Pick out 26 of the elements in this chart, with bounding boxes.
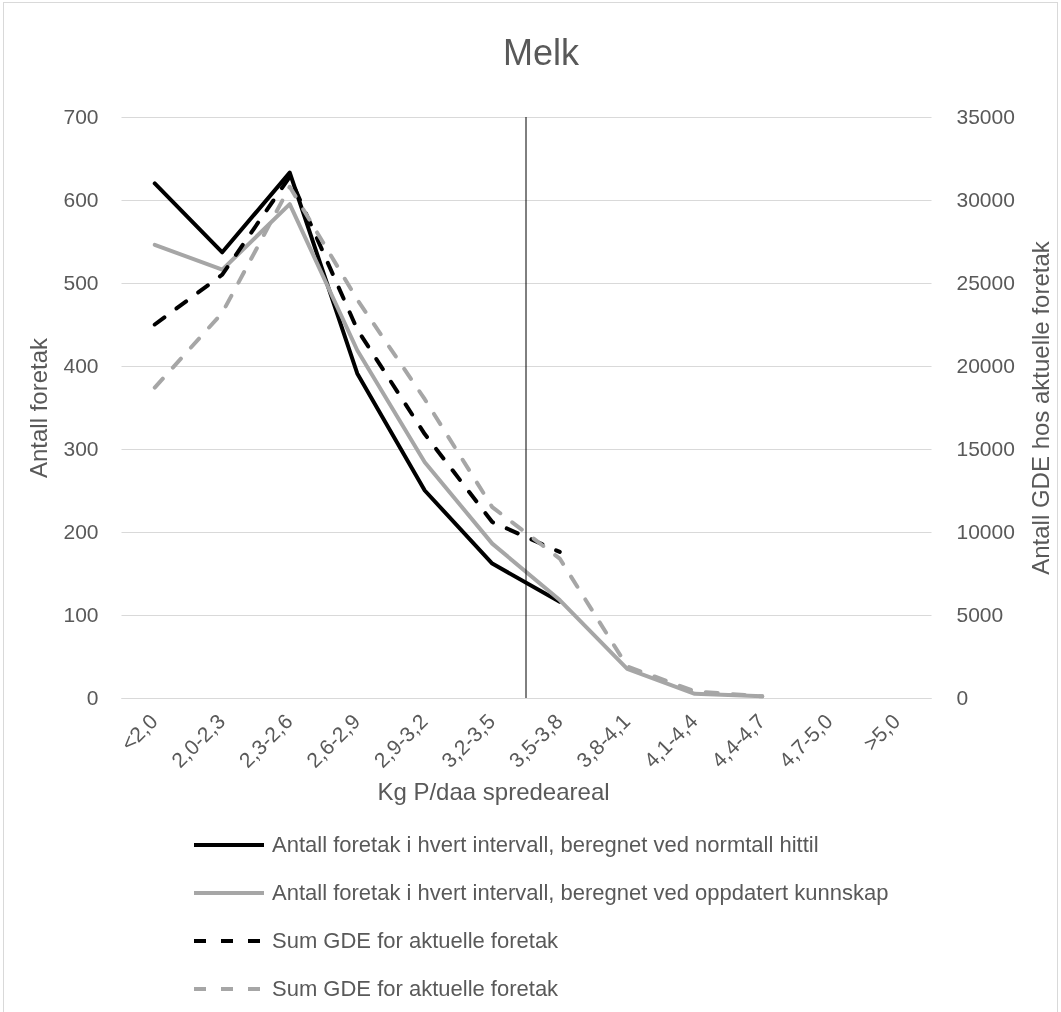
legend-label: Antall foretak i hvert intervall, beregnet ved oppdatert kunnskap bbox=[272, 880, 889, 905]
y-tick-label: 0 bbox=[86, 685, 99, 709]
y-axis-title: Antall foretak bbox=[24, 336, 52, 479]
y2-tick-label: 30000 bbox=[956, 187, 1015, 211]
legend-label: Sum GDE for aktuelle foretak bbox=[272, 928, 560, 953]
y-tick-label: 200 bbox=[63, 519, 99, 543]
y2-tick-label: 35000 bbox=[956, 104, 1015, 128]
legend-label: Sum GDE for aktuelle foretak bbox=[272, 976, 560, 1001]
y2-tick-label: 25000 bbox=[956, 270, 1015, 294]
y-tick-label: 600 bbox=[63, 187, 99, 211]
y2-axis-title: Antall GDE hos aktuelle foretak bbox=[1026, 240, 1054, 575]
x-tick-label: >5,0 bbox=[858, 709, 905, 755]
y2-tick-label: 0 bbox=[956, 685, 969, 709]
y-tick-label: 700 bbox=[63, 104, 99, 128]
y2-tick-label: 5000 bbox=[956, 602, 1004, 626]
y2-tick-label: 20000 bbox=[956, 353, 1015, 377]
x-tick-label: <2,0 bbox=[116, 709, 162, 755]
y2-tick-label: 10000 bbox=[956, 519, 1015, 543]
y-tick-label: 500 bbox=[63, 270, 99, 294]
chart-title: Melk bbox=[502, 32, 580, 73]
y-tick-label: 400 bbox=[63, 353, 99, 377]
y-tick-label: 300 bbox=[63, 436, 99, 460]
x-axis-title: Kg P/daa spredeareal bbox=[377, 777, 610, 805]
y2-tick-label: 15000 bbox=[956, 436, 1015, 460]
y-tick-label: 100 bbox=[63, 602, 99, 626]
legend-label: Antall foretak i hvert intervall, beregnet ved normtall hittil bbox=[272, 832, 819, 857]
